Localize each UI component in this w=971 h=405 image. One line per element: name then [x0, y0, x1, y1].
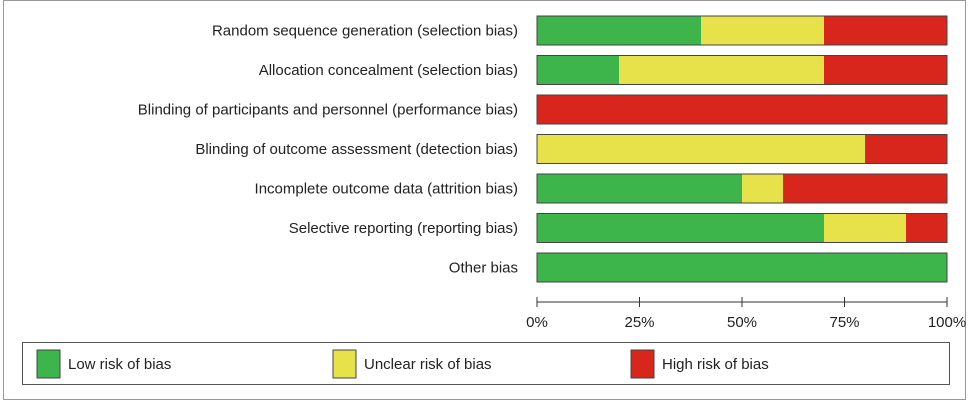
bar-segment [537, 253, 947, 282]
bar-segment [537, 213, 824, 243]
bar-segment [537, 55, 619, 85]
bar-outline [536, 15, 948, 46]
bar-outline [536, 55, 948, 85]
category-label: Selective reporting (reporting bias) [289, 220, 518, 237]
bar-outline [536, 213, 948, 243]
x-tick-label: 75% [829, 314, 859, 331]
category-label: Blinding of outcome assessment (detectio… [195, 141, 518, 158]
bar-segment [783, 174, 947, 203]
bar-outline [536, 134, 948, 164]
legend-swatch [36, 349, 61, 379]
bar-segment [824, 213, 906, 243]
legend-label: High risk of bias [662, 356, 769, 373]
bar-outline [536, 252, 948, 283]
legend-label: Low risk of bias [68, 356, 171, 373]
bar-segment [619, 55, 824, 85]
bar-outline [536, 94, 948, 125]
x-tick-label: 100% [928, 314, 966, 331]
category-label: Incomplete outcome data (attrition bias) [255, 180, 518, 197]
x-tick-label: 0% [526, 314, 548, 331]
bar-segment [537, 174, 742, 203]
category-label: Other bias [449, 259, 518, 276]
bar-segment [742, 174, 783, 203]
bar-segment [906, 213, 947, 243]
bar-segment [701, 16, 824, 45]
category-label: Blinding of participants and personnel (… [138, 101, 518, 118]
legend-label: Unclear risk of bias [364, 356, 492, 373]
bar-segment [824, 16, 947, 45]
legend-swatch [630, 349, 655, 379]
x-tick-label: 50% [727, 314, 757, 331]
bar-segment [824, 55, 947, 85]
legend-frame [22, 342, 950, 385]
x-tick-label: 25% [624, 314, 654, 331]
bar-segment [537, 134, 865, 164]
bar-outline [536, 173, 948, 204]
category-label: Random sequence generation (selection bi… [212, 22, 518, 39]
category-label: Allocation concealment (selection bias) [259, 62, 518, 79]
legend-swatch [332, 349, 357, 379]
bar-segment [537, 16, 701, 45]
bar-segment [537, 95, 947, 124]
bar-segment [865, 134, 947, 164]
